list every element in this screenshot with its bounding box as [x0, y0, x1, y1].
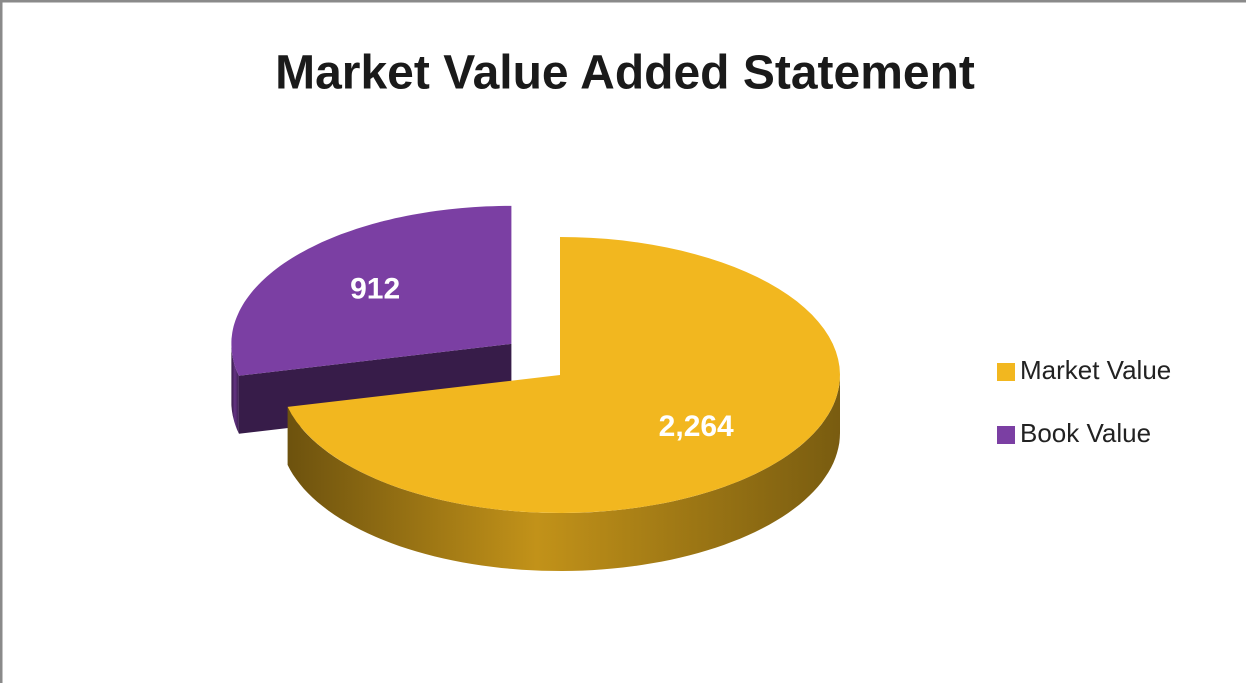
slice-side: [231, 343, 239, 434]
slice: [287, 237, 841, 513]
slice-side: [287, 375, 841, 571]
data-label: 912: [350, 273, 400, 306]
legend-swatch: [997, 426, 1015, 444]
legend-swatch: [997, 363, 1015, 381]
data-label: 2,264: [659, 410, 734, 443]
legend-label: Book Value: [1020, 418, 1151, 448]
legend-label: Market Value: [1020, 355, 1171, 385]
chart-title: Market Value Added Statement: [275, 47, 975, 100]
slice: [231, 205, 512, 376]
